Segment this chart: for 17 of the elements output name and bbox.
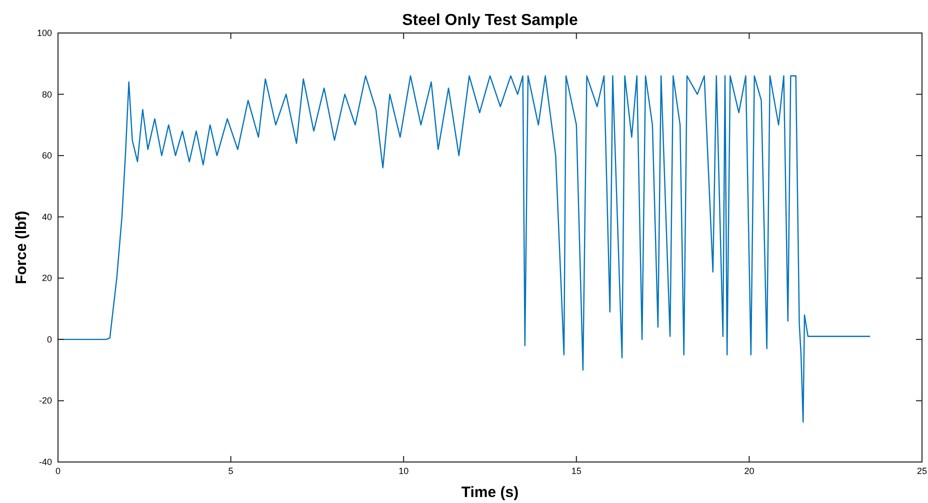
x-tick-label: 15 bbox=[571, 466, 582, 476]
y-tick-label: 0 bbox=[46, 334, 52, 344]
x-tick-label: 25 bbox=[916, 466, 928, 476]
x-tick-label: 10 bbox=[398, 466, 409, 476]
x-tick-label: 5 bbox=[228, 466, 234, 476]
y-axis-title: Force (lbf) bbox=[13, 210, 30, 284]
y-tick-label: 60 bbox=[42, 150, 52, 161]
x-tick-label: 0 bbox=[55, 466, 61, 476]
y-tick-label: 20 bbox=[42, 273, 52, 284]
y-tick-label: 80 bbox=[42, 89, 52, 100]
y-tick-label: 40 bbox=[42, 212, 52, 222]
x-axis-title: Time (s) bbox=[461, 484, 519, 501]
y-tick-label: -20 bbox=[38, 396, 52, 406]
x-tick-label: 20 bbox=[744, 466, 754, 476]
chart-title: Steel Only Test Sample bbox=[402, 12, 578, 29]
y-tick-label: -40 bbox=[38, 457, 52, 467]
y-tick-label: 100 bbox=[36, 28, 52, 38]
